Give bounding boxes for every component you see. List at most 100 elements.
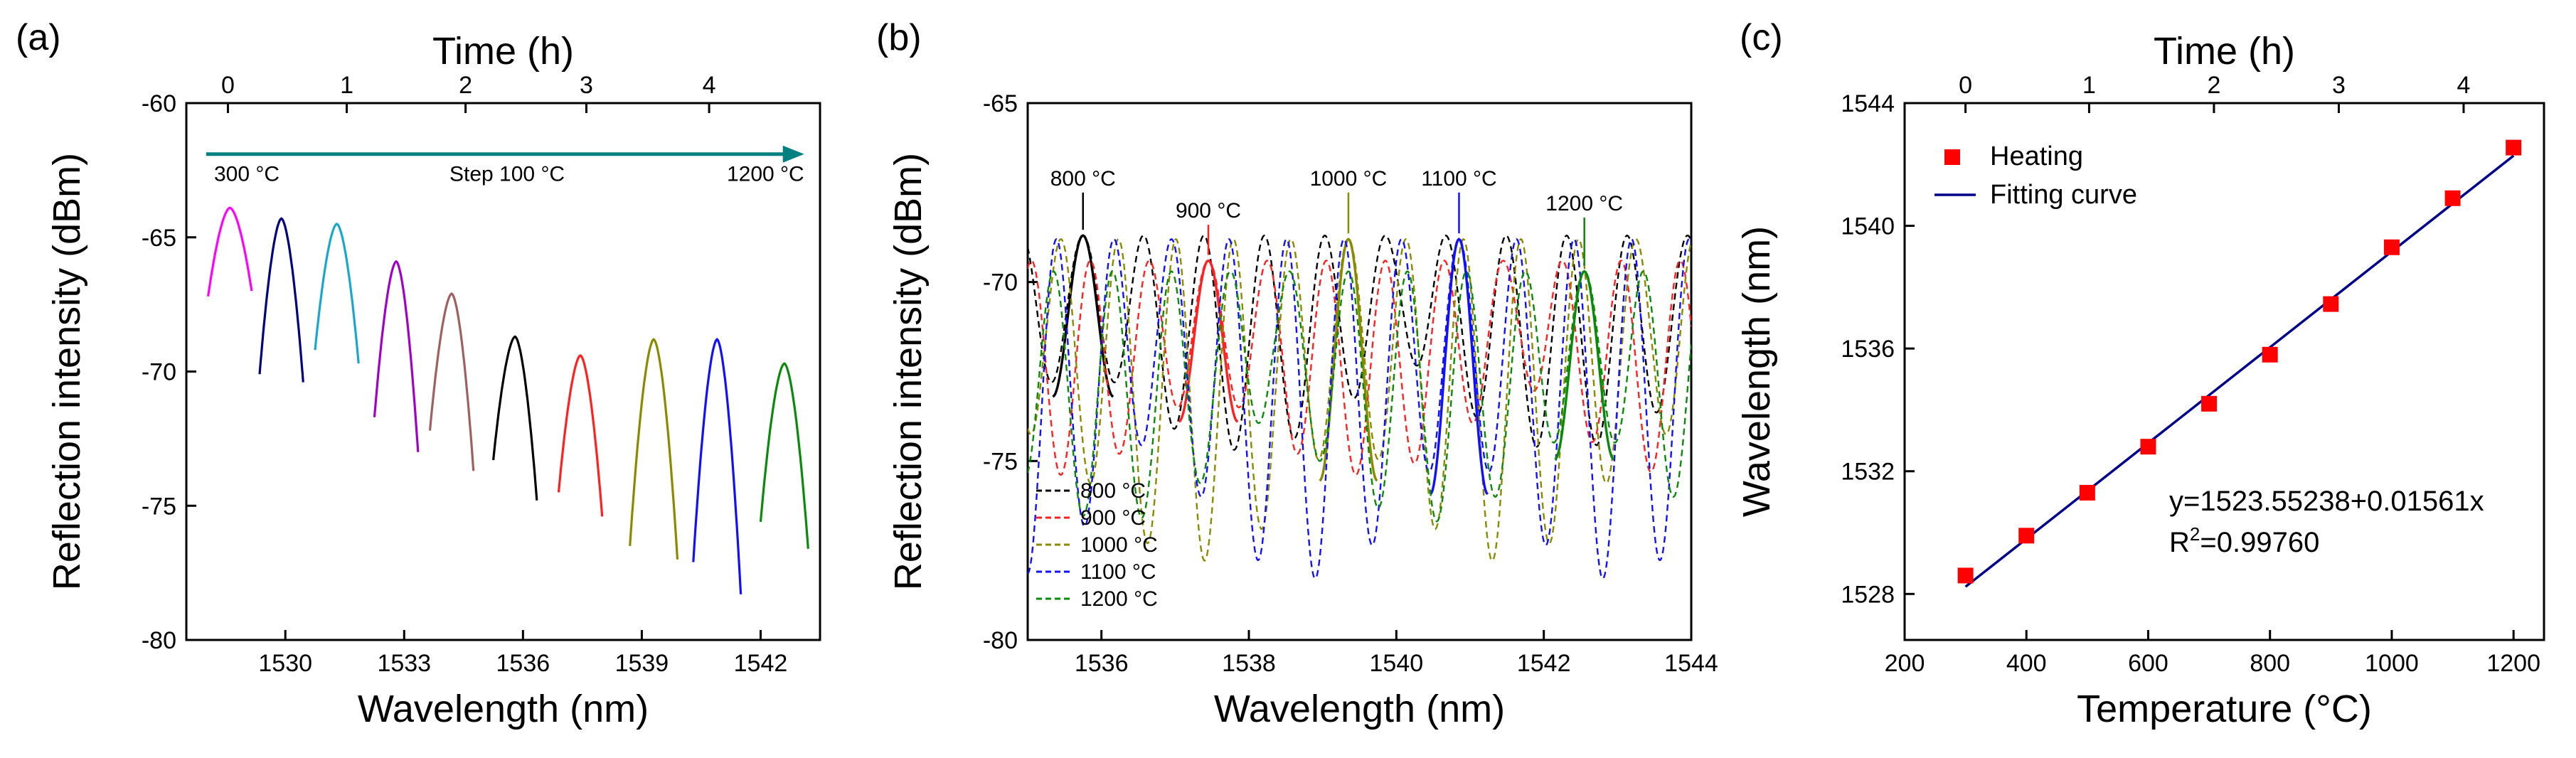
r-squared-value: =0.99760 [2200, 527, 2319, 558]
y-axis-title: Wavelength (nm) [1735, 226, 1778, 517]
y-tick-label: -70 [142, 359, 176, 386]
data-point [2506, 139, 2522, 156]
data-point [2140, 439, 2156, 455]
peak-annotation: 800 °C [1050, 167, 1116, 191]
panel-1: 1536 1538 1540 1542 1544 -80 -75 -70 -65 Waveleng… [876, 17, 1718, 730]
fit-line [1964, 154, 2515, 588]
x-tick-label: 200 [1885, 650, 1925, 677]
data-point [2079, 484, 2095, 501]
y-tick-label: -65 [142, 225, 176, 252]
x-tick-label: 1542 [734, 650, 788, 677]
annotation: 1200 °C [727, 162, 804, 186]
peak-annotation: 1100 °C [1421, 167, 1497, 191]
series-line-7 [629, 338, 679, 560]
series-line-1 [258, 217, 304, 383]
data-point [2383, 239, 2400, 255]
legend-label: 1200 °C [1080, 587, 1158, 611]
solid-peak-0 [1052, 234, 1114, 398]
data-point [1957, 567, 1974, 584]
series-line-5 [492, 335, 538, 501]
x-tick-label: 800 [2250, 650, 2290, 677]
top-tick-label: 2 [459, 72, 472, 99]
series-line-4 [428, 292, 475, 471]
r-squared-superscript: 2 [2190, 523, 2200, 545]
series-line-6 [557, 354, 604, 517]
x-tick-label: 1540 [1370, 650, 1424, 677]
x-tick-label: 1533 [377, 650, 431, 677]
y-tick-label: 1532 [1841, 459, 1895, 486]
x-tick-label: 1536 [496, 650, 550, 677]
data-point [2018, 528, 2035, 544]
annotation: Step 100 °C [449, 162, 565, 186]
series-line-3 [373, 260, 420, 452]
peak-annotation: 900 °C [1176, 199, 1241, 223]
x-tick-label: 1536 [1075, 650, 1129, 677]
top-tick-label: 1 [2082, 72, 2096, 99]
y-tick-label: 1540 [1841, 213, 1895, 240]
top-tick-label: 0 [221, 72, 235, 99]
panel-label: (b) [876, 17, 922, 58]
legend-label: 900 °C [1080, 506, 1146, 530]
top-tick-label: 4 [703, 72, 716, 99]
top-axis-title: Time (h) [432, 30, 574, 73]
r-squared-text: R2=0.99760 [2169, 523, 2319, 558]
r-squared-prefix: R [2169, 527, 2190, 558]
legend-label: Fitting curve [1990, 180, 2137, 210]
data-point [2444, 190, 2461, 206]
panel-label: (c) [1740, 17, 1783, 58]
top-axis-title: Time (h) [2154, 30, 2295, 73]
x-tick-label: 400 [2006, 650, 2047, 677]
y-tick-label: -65 [983, 90, 1018, 117]
top-tick-label: 3 [2332, 72, 2346, 99]
y-axis-title: Reflection intensity (dBm) [46, 153, 88, 590]
data-point [2323, 296, 2339, 312]
x-tick-label: 1544 [1664, 650, 1718, 677]
peak-annotation: 1200 °C [1545, 192, 1623, 215]
y-tick-label: 1528 [1841, 581, 1895, 608]
series-line-0 [207, 206, 253, 297]
x-tick-label: 1000 [2365, 650, 2419, 677]
x-tick-label: 1530 [258, 650, 312, 677]
x-axis-title: Wavelength (nm) [1214, 688, 1505, 730]
legend-label: Heating [1990, 142, 2083, 171]
series-line-8 [692, 337, 743, 594]
legend-label: 1000 °C [1080, 533, 1158, 557]
solid-peak-3 [1429, 237, 1489, 496]
x-tick-label: 1539 [615, 650, 669, 677]
y-axis-title: Reflection intensity (dBm) [887, 153, 930, 590]
x-tick-label: 1542 [1517, 650, 1571, 677]
x-axis-title: Temperature (°C) [2077, 688, 2372, 730]
x-tick-label: 1200 [2486, 650, 2540, 677]
series-line-2 [314, 223, 360, 364]
plot-area [1028, 234, 1691, 580]
equation-text: y=1523.55238+0.01561x [2169, 486, 2484, 517]
data-point [2262, 346, 2278, 363]
solid-peak-4 [1554, 269, 1615, 461]
y-tick-label: -75 [142, 493, 176, 520]
legend-label: 1100 °C [1080, 560, 1156, 584]
peak-annotation: 1000 °C [1310, 167, 1388, 191]
y-tick-label: -75 [983, 448, 1018, 475]
top-tick-label: 0 [1959, 72, 1972, 99]
y-tick-label: -80 [142, 627, 176, 654]
dashed-spectrum-0 [1028, 234, 1691, 452]
dashed-spectrum-3 [1028, 237, 1691, 580]
x-axis-title: Wavelength (nm) [358, 688, 649, 730]
panel-2: 200 400 600 800 1000 1200 1528 1532 1536 1540 1544… [1735, 17, 2545, 730]
top-tick-label: 2 [2207, 72, 2220, 99]
x-tick-label: 1538 [1222, 650, 1276, 677]
plot-frame [1026, 102, 1693, 641]
y-tick-label: 1544 [1841, 90, 1895, 117]
x-tick-label: 600 [2128, 650, 2168, 677]
y-tick-label: 1536 [1841, 336, 1895, 363]
dashed-spectrum-1 [1028, 260, 1691, 476]
legend-label: 800 °C [1080, 479, 1146, 503]
dashed-spectrum-2 [1028, 237, 1691, 562]
annotation: 300 °C [214, 162, 280, 186]
top-tick-label: 1 [340, 72, 353, 99]
step-arrow-head [782, 145, 804, 163]
plot-frame [1903, 102, 2545, 641]
y-tick-label: -70 [983, 269, 1018, 297]
top-tick-label: 4 [2457, 72, 2471, 99]
